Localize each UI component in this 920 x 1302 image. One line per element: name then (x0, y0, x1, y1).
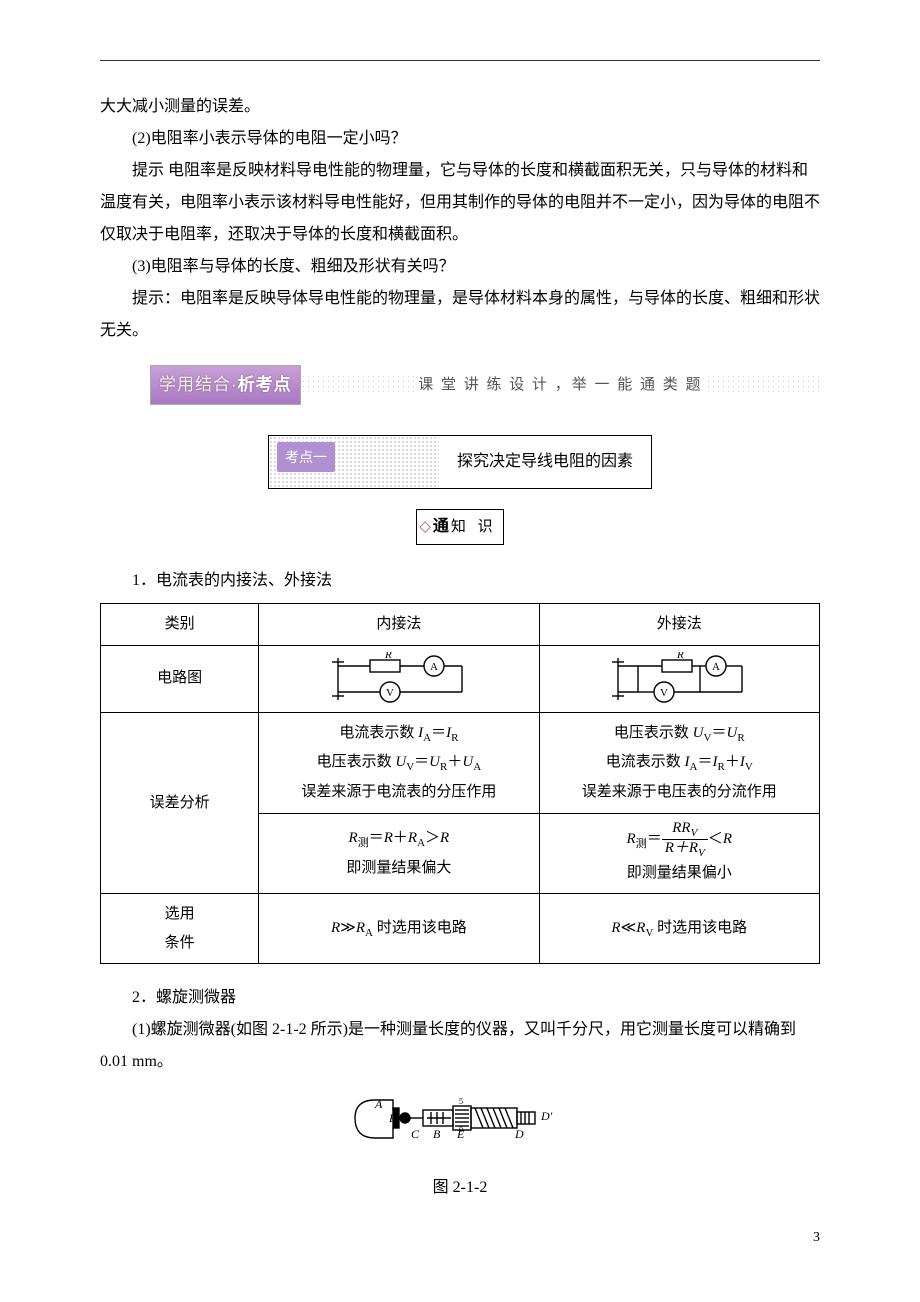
knowledge-big: 通 (433, 511, 449, 543)
topic-tag: 考点一 (277, 442, 335, 472)
cell-internal-result: R测＝R＋RA＞R 即测量结果偏大 (259, 813, 539, 894)
sel-a: 选用 (165, 906, 195, 922)
cell-external-select: R≪RV 时选用该电路 (539, 894, 819, 964)
top-rule (100, 60, 820, 61)
micrometer-svg: A F C B E D D′ 5 0 (345, 1088, 575, 1148)
th-external: 外接法 (539, 604, 819, 646)
banner-dot: · (231, 375, 238, 394)
lbl-A: A (374, 1097, 383, 1111)
svg-text:A: A (712, 661, 720, 673)
para-2: (2)电阻率小表示导体的电阻一定小吗？ (100, 123, 820, 155)
external-circuit-svg: R A V (604, 652, 754, 706)
svg-text:R: R (384, 652, 392, 661)
cell-external-analysis: 电压表示数 UV＝UR 电流表示数 IA＝IR＋IV 误差来源于电压表的分流作用 (539, 712, 819, 813)
topic-title: 探究决定导线电阻的因素 (439, 436, 651, 488)
knowledge-small: 知 识 (451, 512, 497, 542)
para-1: 大大减小测量的误差。 (100, 91, 820, 123)
section2-heading: 2．螺旋测微器 (100, 982, 820, 1014)
row-select-label: 选用 条件 (101, 894, 259, 964)
th-category: 类别 (101, 604, 259, 646)
svg-text:R: R (676, 652, 684, 661)
banner-dots: 课 堂 讲 练 设 计 ，举 一 能 通 类 题 (301, 374, 820, 396)
lbl-C: C (411, 1127, 420, 1141)
internal-circuit-svg: R A V (324, 652, 474, 706)
topic-box: 考点一 探究决定导线电阻的因素 (268, 435, 652, 489)
para-3: 提示 电阻率是反映材料导电性能的物理量，它与导体的长度和横截面积无关，只与导体的… (100, 155, 820, 251)
section2-p1: (1)螺旋测微器(如图 2-1-2 所示)是一种测量长度的仪器，又叫千分尺，用它… (100, 1014, 820, 1078)
circuit-external: R A V (539, 645, 819, 712)
para-4: (3)电阻率与导体的长度、粗细及形状有关吗？ (100, 251, 820, 283)
para-5: 提示：电阻率是反映导体导电性能的物理量，是导体材料本身的属性，与导体的长度、粗细… (100, 283, 820, 347)
banner-box: 学用结合·析考点 (150, 365, 301, 405)
topic-left: 考点一 (269, 436, 439, 488)
micrometer-figure: A F C B E D D′ 5 0 (100, 1088, 820, 1160)
method-table: 类别 内接法 外接法 电路图 (100, 603, 820, 964)
banner-left1: 学用结合 (159, 375, 231, 394)
svg-text:A: A (430, 661, 438, 673)
section-banner: 学用结合·析考点 课 堂 讲 练 设 计 ，举 一 能 通 类 题 (150, 365, 820, 405)
th-internal: 内接法 (259, 604, 539, 646)
figure-caption: 图 2-1-2 (100, 1172, 820, 1204)
lbl-B: B (433, 1127, 441, 1141)
ext-err-src: 误差来源于电压表的分流作用 (582, 784, 777, 800)
svg-text:0: 0 (459, 1125, 463, 1134)
int-err-src: 误差来源于电流表的分压作用 (301, 784, 496, 800)
svg-text:V: V (660, 687, 668, 699)
lbl-D: D (514, 1127, 524, 1141)
row-error-label: 误差分析 (101, 712, 259, 894)
cell-external-result: R测＝RRVR＋RV＜R 即测量结果偏小 (539, 813, 819, 894)
lbl-Dp: D′ (540, 1109, 553, 1123)
svg-text:V: V (386, 687, 394, 699)
sel-b: 条件 (165, 935, 195, 951)
ext-result-line2: 即测量结果偏小 (627, 865, 732, 881)
lbl-F: F (388, 1111, 397, 1125)
banner-subtitle: 课 堂 讲 练 设 计 ，举 一 能 通 类 题 (414, 370, 706, 400)
section1-heading: 1．电流表的内接法、外接法 (100, 565, 820, 597)
banner-left2: 析考点 (238, 375, 292, 394)
page-number: 3 (813, 1224, 820, 1252)
cell-internal-analysis: 电流表示数 IA＝IR 电压表示数 UV＝UR＋UA 误差来源于电流表的分压作用 (259, 712, 539, 813)
cell-internal-select: R≫RA 时选用该电路 (259, 894, 539, 964)
circuit-internal: R A V (259, 645, 539, 712)
svg-text:5: 5 (459, 1097, 463, 1106)
knowledge-badge: ◇ 通 知 识 (100, 509, 820, 545)
diamond-icon: ◇ (419, 512, 431, 542)
topic-row: 考点一 探究决定导线电阻的因素 (100, 435, 820, 489)
row-circuit-label: 电路图 (101, 645, 259, 712)
